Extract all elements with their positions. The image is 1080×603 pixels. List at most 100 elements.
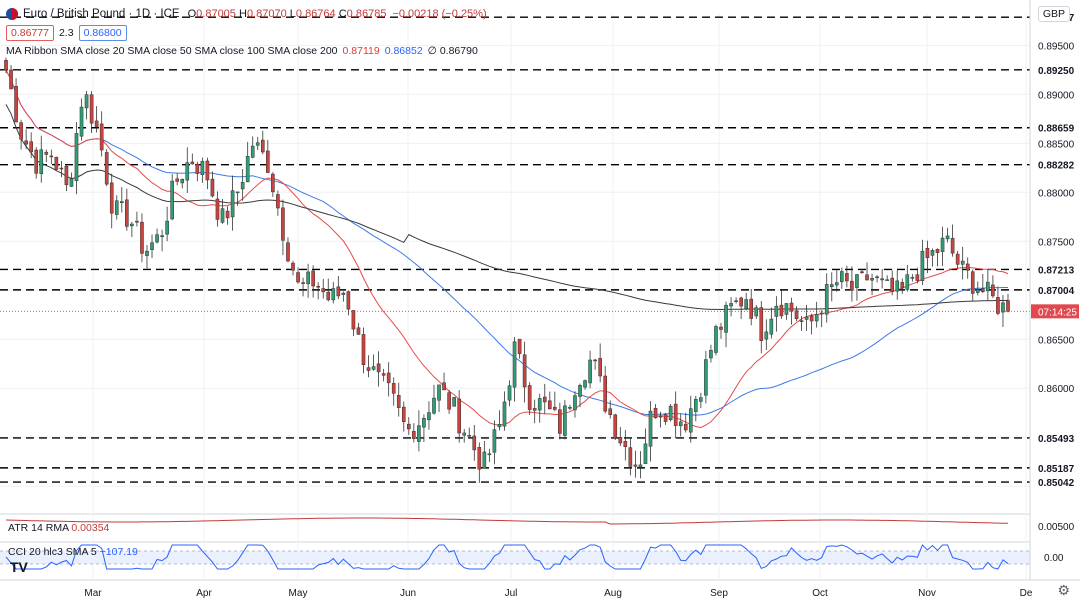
level-label: 0.88282 <box>1038 161 1075 172</box>
close-label: C <box>338 8 347 20</box>
price-tick-label: 0.86500 <box>1038 335 1075 346</box>
candle-body <box>719 326 723 330</box>
candle-body <box>840 271 844 283</box>
candle-body <box>427 412 431 421</box>
candle-body <box>391 383 396 394</box>
time-tick-label: Jul <box>505 588 518 599</box>
atr-legend[interactable]: ATR 14 RMA 0.00354 <box>8 522 109 534</box>
chart-grid <box>0 14 1080 581</box>
candle-body <box>422 418 426 428</box>
candle-body <box>704 359 708 396</box>
candle-body <box>986 281 990 292</box>
level-label: 0.88659 <box>1038 124 1075 135</box>
level-label-bg <box>1031 282 1079 297</box>
level-label: 0.89250 <box>1038 66 1075 77</box>
candle-body <box>371 366 376 370</box>
candle-body <box>880 278 884 281</box>
candle-body <box>678 421 683 427</box>
ma-ribbon-legend[interactable]: MA Ribbon SMA close 20 SMA close 50 SMA … <box>6 43 487 59</box>
candle-body <box>774 305 779 317</box>
candle-body <box>960 260 965 265</box>
buy-price-button[interactable]: 0.86800 <box>78 25 127 41</box>
open-label: O <box>187 8 197 20</box>
candle-body <box>925 248 930 259</box>
candle-body <box>945 235 950 240</box>
candle-body <box>230 190 235 218</box>
candle-body <box>130 223 134 227</box>
countdown-label-bg <box>1031 304 1079 319</box>
candle-body <box>336 286 341 297</box>
candle-body <box>29 141 33 153</box>
ma-ribbon-label: MA Ribbon SMA close 20 SMA close 50 SMA … <box>6 45 338 57</box>
candle-body <box>965 263 970 271</box>
candle-body <box>870 278 874 281</box>
candle-body <box>950 237 955 254</box>
candle-body <box>205 160 210 181</box>
candle-body <box>613 414 618 439</box>
price-tick-label: 0.88500 <box>1038 139 1075 150</box>
candle-body <box>74 133 79 182</box>
candle-body <box>553 406 557 410</box>
candle-body <box>1006 300 1010 312</box>
candle-body <box>598 358 602 377</box>
candle-body <box>326 291 331 301</box>
candle-body <box>447 392 451 410</box>
candle-body <box>618 436 623 444</box>
candle-body <box>150 242 154 250</box>
candle-body <box>517 338 522 354</box>
candle-body <box>452 397 456 407</box>
candle-body <box>104 152 109 185</box>
sell-price-button[interactable]: 0.86777 <box>6 25 54 41</box>
candle-body <box>210 178 215 197</box>
cci-pane <box>0 544 1030 570</box>
candlesticks <box>4 57 1010 483</box>
change-value: −0.00218 (−0.25%) <box>392 8 487 20</box>
candle-body <box>628 447 633 467</box>
candle-body <box>714 326 718 353</box>
candle-body <box>940 237 945 252</box>
candle-body <box>532 408 537 411</box>
cci-legend[interactable]: CCI 20 hlc3 SMA 5 −107.19 <box>8 546 138 558</box>
candle-body <box>200 161 205 175</box>
candle-body <box>175 178 180 182</box>
candle-body <box>749 298 754 319</box>
candle-body <box>683 423 688 431</box>
candle-body <box>688 408 693 433</box>
ma200-symbol: ∅ <box>427 45 437 57</box>
candle-body <box>381 373 386 376</box>
sma-20-line <box>5 69 1009 429</box>
gear-icon[interactable]: ⚙ <box>1057 582 1070 598</box>
high-value: 0.87070 <box>246 8 287 20</box>
candle-body <box>215 198 220 220</box>
time-tick-label: Sep <box>710 588 728 599</box>
candle-body <box>648 410 653 447</box>
candle-body <box>819 312 824 315</box>
time-axis[interactable]: Mar Apr May Jun Jul Aug Sep Oct Nov De <box>84 588 1032 599</box>
candle-body <box>824 284 829 315</box>
level-label-bg <box>1031 460 1079 475</box>
candle-body <box>789 302 794 312</box>
candle-body <box>467 435 472 437</box>
candle-body <box>119 201 124 204</box>
cci-value: −107.19 <box>99 546 138 558</box>
candle-body <box>970 271 975 294</box>
tradingview-logo[interactable]: TV <box>10 559 28 575</box>
candle-body <box>487 453 492 456</box>
symbol-title[interactable]: Euro / British Pound · 1D · ICE <box>23 8 180 20</box>
candle-body <box>845 273 849 282</box>
candle-body <box>699 397 703 402</box>
candle-body <box>286 242 290 262</box>
candle-body <box>834 282 839 286</box>
candle-body <box>885 279 889 281</box>
price-axis[interactable]: 0.89500 0.89000 0.88500 0.88000 0.87500 0.865… <box>1029 0 1079 580</box>
candle-body <box>235 191 240 194</box>
candle-body <box>281 207 285 241</box>
candle-body <box>361 334 366 366</box>
candle-body <box>588 359 592 384</box>
candle-body <box>502 401 507 427</box>
candle-body <box>633 464 638 467</box>
candle-body <box>905 274 910 290</box>
currency-button[interactable]: GBP <box>1037 6 1070 22</box>
candle-body <box>603 375 607 412</box>
